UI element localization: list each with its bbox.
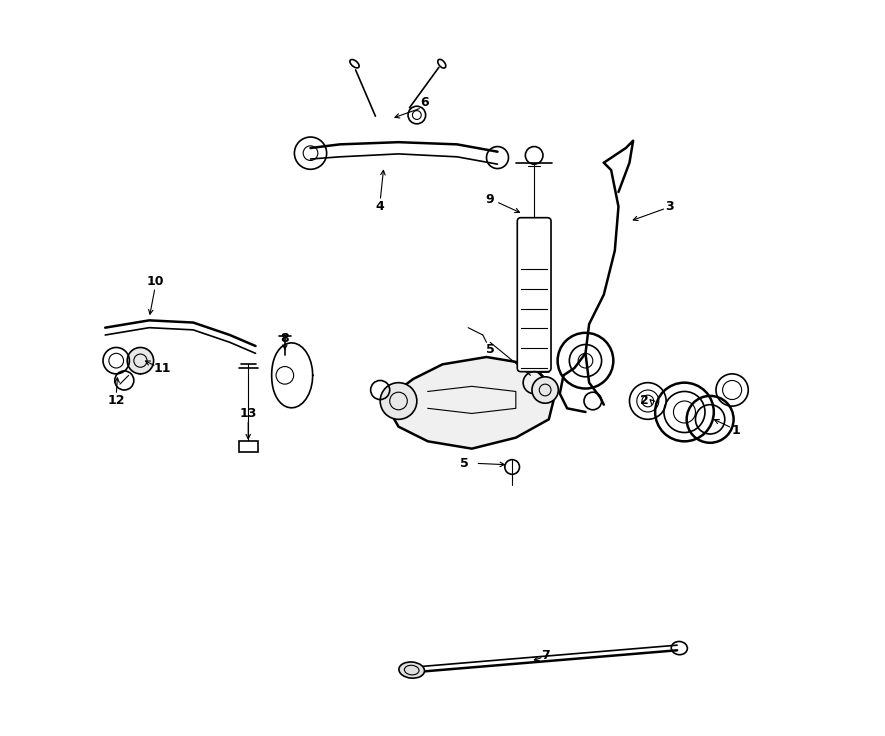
Text: 5: 5 bbox=[460, 457, 469, 470]
Ellipse shape bbox=[399, 662, 425, 678]
Text: 1: 1 bbox=[731, 424, 740, 437]
Text: 2: 2 bbox=[640, 394, 649, 408]
Circle shape bbox=[127, 347, 154, 374]
Circle shape bbox=[532, 377, 558, 403]
Text: 6: 6 bbox=[419, 96, 428, 109]
Text: 8: 8 bbox=[281, 332, 289, 345]
Circle shape bbox=[381, 383, 417, 420]
Text: 11: 11 bbox=[154, 361, 171, 375]
Text: 5: 5 bbox=[486, 343, 495, 356]
Text: 4: 4 bbox=[376, 200, 385, 213]
FancyBboxPatch shape bbox=[518, 218, 551, 372]
Text: 3: 3 bbox=[666, 200, 674, 213]
Text: 7: 7 bbox=[541, 649, 550, 662]
Text: 13: 13 bbox=[240, 407, 257, 420]
Text: 12: 12 bbox=[107, 394, 125, 408]
Text: 10: 10 bbox=[146, 275, 164, 288]
Text: 9: 9 bbox=[486, 193, 495, 206]
Polygon shape bbox=[384, 357, 556, 449]
FancyBboxPatch shape bbox=[239, 442, 258, 453]
